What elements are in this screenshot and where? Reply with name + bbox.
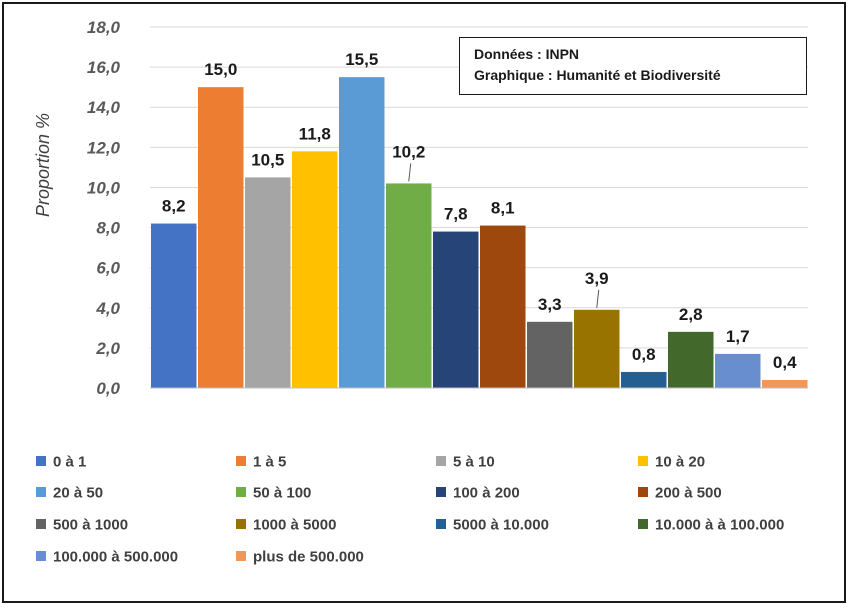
y-axis-label: Proportion % [33, 113, 53, 217]
legend-swatch [36, 487, 46, 497]
bar [527, 321, 573, 388]
legend-swatch [236, 456, 246, 466]
legend-entry: 5 à 10 [453, 454, 495, 471]
legend: 0 à 1 1 à 5 5 à 10 10 à 20 20 à 50 50 à 100 10… [36, 454, 784, 566]
legend-entry: 1000 à 5000 [253, 517, 336, 534]
legend-entry: 5000 à 10.000 [453, 517, 549, 534]
data-label: 15,0 [204, 60, 237, 79]
y-tick-label: 14,0 [87, 98, 121, 117]
legend-swatch [638, 456, 648, 466]
data-label-leader [596, 289, 600, 308]
data-label: 15,5 [345, 50, 378, 69]
data-label: 8,2 [162, 197, 186, 216]
data-label: 7,8 [444, 205, 468, 224]
bar [668, 331, 714, 388]
source-box: Données : INPN Graphique : Humanité et B… [459, 37, 807, 95]
bar [339, 77, 385, 388]
y-axis-ticks: 0,0 2,0 4,0 6,0 8,0 10,0 12,0 14,0 16,0 18,0 [87, 18, 121, 398]
data-label: 10,2 [392, 142, 425, 161]
legend-swatch [236, 551, 246, 561]
y-tick-label: 18,0 [87, 18, 121, 37]
legend-swatch [36, 551, 46, 561]
bar [433, 231, 479, 388]
legend-swatch [436, 519, 446, 529]
data-label: 11,8 [299, 124, 331, 143]
legend-entry: 10.000 à à 100.000 [655, 517, 784, 534]
legend-swatch [638, 519, 648, 529]
y-tick-label: 0,0 [96, 379, 120, 398]
legend-swatch [36, 456, 46, 466]
bars [151, 77, 808, 389]
source-chart-credit-text: Graphique : Humanité et Biodiversité [474, 67, 721, 83]
legend-entry: 500 à 1000 [53, 517, 128, 534]
data-label: 8,1 [491, 199, 515, 218]
data-label: 2,8 [679, 305, 703, 324]
legend-swatch [436, 487, 446, 497]
legend-swatch [36, 519, 46, 529]
data-label: 3,3 [538, 295, 562, 314]
data-labels: 8,2 15,0 10,5 11,8 15,5 10,2 7,8 8,1 3,3 3,9 0,8 2,… [162, 50, 797, 372]
legend-swatch [638, 487, 648, 497]
source-data-text: Données : INPN [474, 46, 580, 62]
data-label: 0,8 [632, 345, 656, 364]
data-label: 0,4 [773, 353, 797, 372]
legend-swatch [436, 456, 446, 466]
bar [762, 379, 808, 388]
bar [386, 183, 432, 388]
y-tick-label: 10,0 [87, 178, 121, 197]
y-tick-label: 16,0 [87, 58, 121, 77]
bar [198, 87, 244, 389]
data-label: 1,7 [726, 327, 750, 346]
data-label-leader [408, 163, 412, 182]
legend-entry: 0 à 1 [53, 454, 86, 471]
legend-entry: 10 à 20 [655, 454, 705, 471]
legend-entry: 20 à 50 [53, 485, 103, 502]
bar [574, 309, 620, 388]
y-tick-label: 4,0 [95, 299, 120, 318]
legend-entry: 50 à 100 [253, 485, 311, 502]
legend-entry: 100 à 200 [453, 485, 520, 502]
y-tick-label: 2,0 [95, 339, 120, 358]
y-tick-label: 12,0 [87, 138, 121, 157]
legend-entry: plus de 500.000 [253, 549, 364, 566]
bar [715, 353, 761, 388]
legend-entry: 200 à 500 [655, 485, 722, 502]
data-label: 10,5 [251, 150, 284, 169]
bar [292, 151, 338, 388]
data-label: 3,9 [585, 269, 609, 288]
bar [480, 225, 526, 388]
legend-entry: 1 à 5 [253, 454, 286, 471]
y-tick-label: 8,0 [96, 219, 120, 238]
bar [245, 177, 291, 388]
legend-swatch [236, 487, 246, 497]
bar [621, 371, 667, 388]
bar [151, 223, 197, 388]
legend-swatch [236, 519, 246, 529]
y-tick-label: 6,0 [96, 259, 120, 278]
legend-entry: 100.000 à 500.000 [53, 549, 178, 566]
